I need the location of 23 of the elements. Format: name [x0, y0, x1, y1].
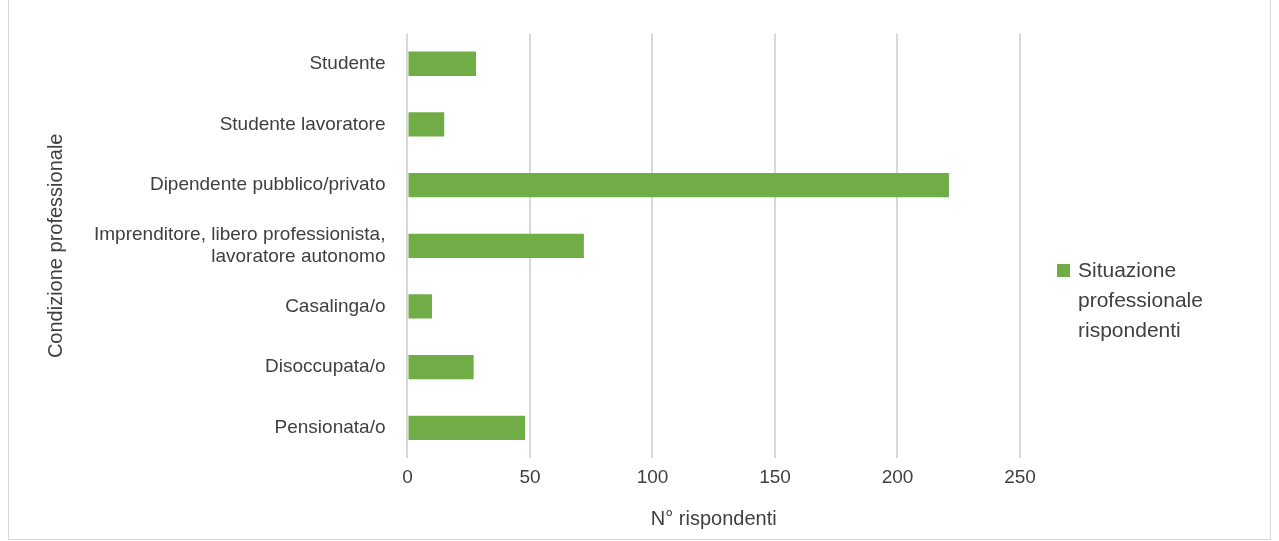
y-tick-label: Imprenditore, libero professionista, lavoratore autonomo — [93, 222, 386, 267]
x-tick-label: 50 — [519, 465, 541, 487]
bar — [408, 294, 432, 319]
x-tick-label: 200 — [881, 465, 914, 487]
bar — [408, 233, 584, 258]
y-tick-label: Studente — [309, 51, 386, 73]
y-tick-label: Dipendente pubblico/privato — [149, 173, 386, 195]
bar — [408, 172, 949, 198]
bar — [408, 415, 526, 440]
y-tick-label: Casalinga/o — [285, 294, 386, 316]
x-tick-label: 250 — [1004, 465, 1036, 487]
legend-label: Situazione professionale rispondenti — [1078, 257, 1204, 343]
y-tick-label: Disoccupata/o — [265, 355, 386, 377]
y-tick-label: Pensionata/o — [274, 416, 386, 438]
y-axis-title: Condizione professionale — [43, 133, 66, 359]
bar — [408, 355, 474, 380]
bar — [408, 51, 477, 76]
x-tick-label: 150 — [759, 465, 791, 487]
x-tick-label: 100 — [636, 465, 669, 487]
x-tick-label: 0 — [402, 465, 413, 487]
x-axis-title: N° rispondenti — [650, 506, 777, 529]
y-tick-label: Studente lavoratore — [219, 112, 386, 134]
bar — [408, 112, 445, 137]
